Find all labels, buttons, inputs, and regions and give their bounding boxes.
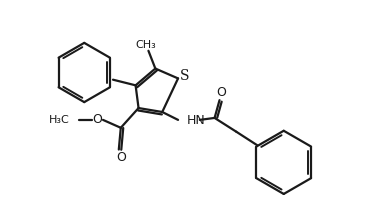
Text: O: O	[216, 86, 226, 99]
Text: O: O	[92, 113, 102, 126]
Text: S: S	[180, 69, 190, 83]
Text: O: O	[116, 151, 126, 164]
Text: H₃C: H₃C	[49, 115, 69, 125]
Text: HN: HN	[187, 114, 206, 127]
Text: CH₃: CH₃	[135, 40, 156, 50]
